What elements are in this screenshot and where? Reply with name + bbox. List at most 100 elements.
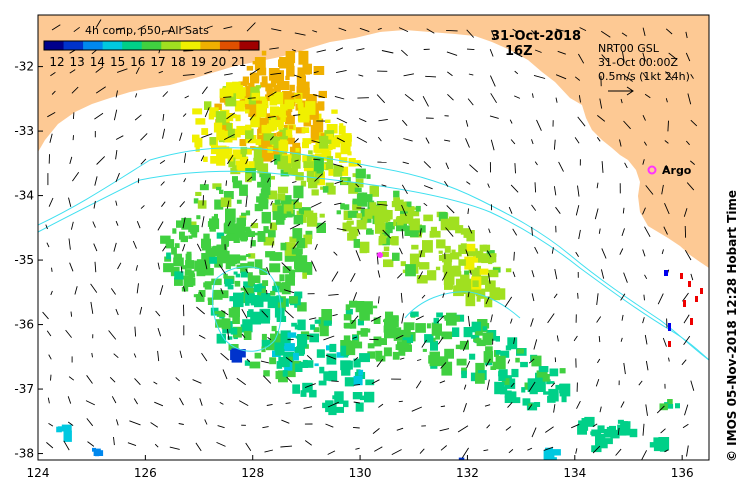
credit-label: © IMOS 05-Nov-2018 12:28 Hobart Time [725, 190, 739, 462]
current-vector [262, 426, 269, 429]
sst-pixel [302, 382, 313, 393]
current-vector [641, 450, 647, 460]
y-tick-label: -38 [14, 447, 34, 461]
current-vector [664, 140, 669, 144]
sst-pixel [299, 361, 309, 368]
current-vector [115, 200, 118, 206]
current-vector [184, 95, 190, 99]
sst-pixel [251, 222, 259, 229]
sst-pixel [547, 457, 557, 460]
sst-pixel [237, 349, 246, 358]
sst-pixel [240, 324, 247, 333]
sst-pixel [545, 461, 553, 471]
sst-pixel [442, 265, 449, 273]
current-vector [467, 291, 470, 298]
sst-pixel [214, 250, 220, 257]
sst-pixel [205, 268, 214, 276]
sst-pixel [438, 255, 444, 261]
current-vector [154, 401, 164, 407]
current-vector [550, 382, 556, 388]
sst-pixel [295, 147, 300, 152]
sst-pixel [181, 287, 189, 292]
colorbar-tick-label: 16 [130, 55, 145, 69]
current-vector [198, 334, 206, 339]
sst-pixel [269, 106, 280, 116]
current-vector [285, 402, 291, 404]
current-vector [108, 330, 117, 340]
sst-pixel [185, 253, 192, 261]
current-vector [47, 397, 50, 404]
current-vector [623, 272, 628, 283]
sst-pixel [591, 445, 602, 453]
current-vector [467, 208, 470, 215]
current-vector [657, 293, 664, 305]
sst-pixel [364, 209, 374, 219]
sst-pixel [460, 228, 470, 235]
sst-pixel [210, 144, 218, 155]
sst-pixel [336, 210, 341, 215]
argo-marker[interactable] [377, 165, 657, 259]
sst-pixel [346, 342, 356, 356]
current-vector [158, 70, 164, 74]
sst-pixel [297, 67, 304, 74]
sst-pixel [222, 290, 229, 299]
sst-pixel [482, 244, 491, 251]
sst-pixel [298, 255, 308, 268]
current-vector [294, 159, 299, 162]
sst-pixel [336, 352, 344, 358]
current-vector [486, 424, 491, 429]
sst-pixel [257, 67, 267, 76]
sst-pixel [202, 259, 211, 269]
sst-pixel [603, 429, 613, 438]
sst-pixel [291, 247, 298, 255]
sst-pixel [233, 271, 238, 275]
sst-pixel [313, 145, 324, 153]
current-vector [536, 119, 542, 131]
sst-pixel [324, 162, 334, 171]
sst-pixel [369, 202, 377, 208]
sst-pixel [500, 350, 510, 358]
sst-pixel [228, 157, 236, 168]
sst-pixel [430, 340, 438, 351]
current-vector [223, 26, 233, 30]
current-vector [596, 293, 599, 305]
current-vector [620, 337, 623, 342]
x-tick-label: 132 [456, 466, 479, 480]
sst-pixel [203, 267, 210, 272]
sst-pixel [482, 326, 487, 331]
current-vector [642, 423, 645, 436]
sst-pixel [359, 241, 370, 253]
sst-pixel [289, 236, 297, 243]
current-vector [135, 93, 138, 98]
current-vector [444, 139, 451, 142]
sst-pixel [348, 340, 355, 347]
current-vector [463, 403, 467, 413]
sst-pixel [239, 156, 249, 166]
sst-pixel [340, 360, 351, 371]
current-vector [338, 27, 347, 32]
sst-pixel [268, 119, 276, 130]
current-vector [690, 119, 698, 127]
sst-pixel [454, 315, 460, 322]
sst-pixel [227, 336, 233, 340]
current-vector [601, 161, 604, 173]
sst-pixel [357, 318, 364, 326]
sst-pixel [277, 186, 289, 194]
sst-pixel [284, 137, 295, 145]
sst-pixel [429, 230, 441, 238]
sst-pixel [285, 129, 293, 136]
sst-pixel [549, 368, 559, 377]
current-vector [372, 428, 380, 434]
sst-pixel [400, 329, 411, 338]
current-vector [664, 449, 669, 453]
current-vector [663, 226, 668, 235]
sst-pixel [385, 222, 395, 230]
current-vector [425, 75, 437, 78]
sst-pixel [470, 334, 476, 339]
sst-pixel [198, 292, 204, 298]
current-vector [357, 163, 363, 168]
sst-pixel [278, 123, 284, 130]
current-vector [381, 184, 387, 187]
y-tick-label: -35 [14, 253, 34, 267]
current-vector [42, 311, 49, 320]
